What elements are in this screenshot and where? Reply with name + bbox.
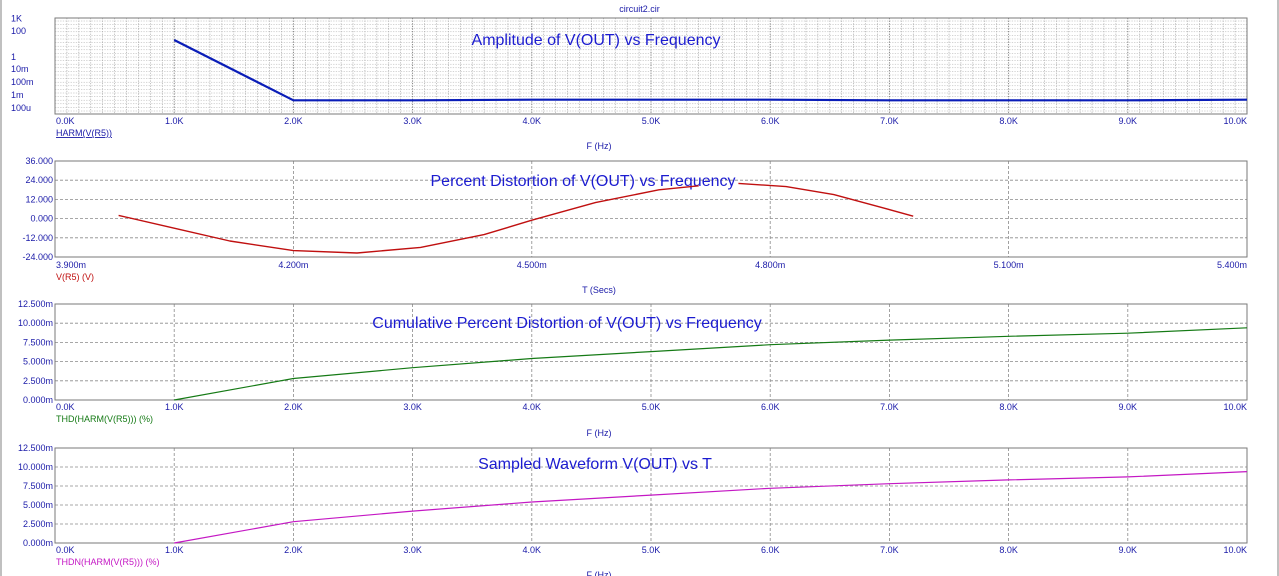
plot-grid	[55, 161, 1247, 257]
legend-label[interactable]: THD(HARM(V(R5))) (%)	[56, 414, 153, 424]
y-tick-label: -12.000	[22, 233, 53, 243]
y-tick-label: 1m	[11, 90, 24, 100]
x-tick-label: 7.0K	[880, 545, 899, 555]
x-axis-label: F (Hz)	[587, 141, 612, 151]
y-tick-label: 10.000m	[18, 318, 53, 328]
y-tick-label: 7.500m	[23, 481, 53, 491]
y-tick-label: 5.000m	[23, 357, 53, 367]
y-tick-label: 12.000	[25, 194, 53, 204]
x-tick-label: 2.0K	[284, 545, 303, 555]
plot-panel-1[interactable]: Amplitude of V(OUT) vs Frequency 0.0K 1.0K…	[11, 14, 1248, 152]
series-line[interactable]	[118, 185, 699, 254]
plot-frame	[54, 160, 1248, 258]
x-tick-label: 4.0K	[523, 545, 542, 555]
y-tick-label: 100	[11, 26, 26, 36]
y-tick-label: 10m	[11, 64, 29, 74]
x-tick-label: 4.200m	[278, 260, 308, 270]
x-tick-label: 10.0K	[1223, 116, 1247, 126]
x-axis-label: T (Secs)	[582, 285, 616, 295]
window-left-border	[0, 0, 2, 576]
plot-panel-3[interactable]: Cumulative Percent Distortion of V(OUT) …	[18, 299, 1248, 438]
plot-title: Sampled Waveform V(OUT) vs T	[478, 456, 712, 473]
x-tick-label: 1.0K	[165, 116, 184, 126]
plot-frame	[54, 303, 1248, 401]
x-tick-label: 5.0K	[642, 545, 661, 555]
x-tick-label: 6.0K	[761, 545, 780, 555]
x-tick-label: 3.0K	[403, 545, 422, 555]
x-tick-label: 7.0K	[880, 402, 899, 412]
y-tick-label: 2.500m	[23, 519, 53, 529]
x-tick-label: 9.0K	[1119, 545, 1138, 555]
y-tick-label: -24.000	[22, 252, 53, 262]
legend-label[interactable]: V(R5) (V)	[56, 272, 94, 282]
x-tick-label: 3.900m	[56, 260, 86, 270]
x-tick-label: 7.0K	[880, 116, 899, 126]
y-tick-label: 0.000m	[23, 395, 53, 405]
legend-label[interactable]: HARM(V(R5))	[56, 128, 112, 138]
plot-frame	[54, 447, 1248, 544]
plot-grid	[55, 18, 1247, 114]
x-tick-label: 9.0K	[1119, 402, 1138, 412]
window-title: circuit2.cir	[619, 4, 660, 14]
y-tick-label: 1	[11, 52, 16, 62]
y-tick-label: 12.500m	[18, 299, 53, 309]
y-tick-label: 12.500m	[18, 443, 53, 453]
plot-title: Cumulative Percent Distortion of V(OUT) …	[372, 315, 761, 332]
x-axis-label: F (Hz)	[587, 428, 612, 438]
x-tick-label: 4.0K	[523, 402, 542, 412]
y-tick-label: 36.000	[25, 156, 53, 166]
y-tick-label: 24.000	[25, 175, 53, 185]
plot-title: Percent Distortion of V(OUT) vs Frequenc…	[431, 173, 736, 190]
x-tick-label: 1.0K	[165, 402, 184, 412]
x-tick-label: 5.0K	[642, 116, 661, 126]
x-tick-label: 5.100m	[994, 260, 1024, 270]
x-tick-label: 6.0K	[761, 402, 780, 412]
plot-frame	[54, 17, 1248, 115]
y-tick-label: 2.500m	[23, 376, 53, 386]
series-line[interactable]	[738, 182, 914, 217]
x-tick-label: 3.0K	[403, 116, 422, 126]
series-line[interactable]	[173, 39, 1248, 102]
y-tick-label: 0.000	[30, 214, 53, 224]
y-tick-label: 1K	[11, 14, 22, 24]
x-tick-label: 8.0K	[999, 545, 1018, 555]
x-tick-label: 4.500m	[517, 260, 547, 270]
y-tick-label: 10.000m	[18, 462, 53, 472]
x-tick-label: 1.0K	[165, 545, 184, 555]
x-tick-label: 6.0K	[761, 116, 780, 126]
x-tick-label: 9.0K	[1119, 116, 1138, 126]
plot-panel-2[interactable]: Percent Distortion of V(OUT) vs Frequenc…	[22, 156, 1248, 295]
y-tick-label: 5.000m	[23, 500, 53, 510]
y-tick-label: 100u	[11, 103, 31, 113]
plot-grid	[55, 448, 1247, 543]
x-axis-label: F (Hz)	[587, 570, 612, 576]
window-right-border	[1277, 0, 1279, 576]
x-tick-label: 5.0K	[642, 402, 661, 412]
x-tick-label: 8.0K	[999, 116, 1018, 126]
x-tick-label: 5.400m	[1217, 260, 1247, 270]
series-line[interactable]	[174, 327, 1248, 401]
y-tick-label: 7.500m	[23, 337, 53, 347]
x-tick-label: 0.0K	[56, 545, 75, 555]
x-tick-label: 4.800m	[755, 260, 785, 270]
x-tick-label: 8.0K	[999, 402, 1018, 412]
x-tick-label: 4.0K	[523, 116, 542, 126]
x-tick-label: 10.0K	[1223, 545, 1247, 555]
plot-panel-4[interactable]: Sampled Waveform V(OUT) vs T 0.0K 1.0K 2.0K…	[18, 443, 1248, 576]
plot-title: Amplitude of V(OUT) vs Frequency	[472, 32, 721, 49]
y-tick-label: 0.000m	[23, 538, 53, 548]
series-line[interactable]	[174, 471, 1248, 544]
x-tick-label: 10.0K	[1223, 402, 1247, 412]
y-tick-label: 100m	[11, 77, 34, 87]
x-tick-label: 2.0K	[284, 116, 303, 126]
legend-label[interactable]: THDN(HARM(V(R5))) (%)	[56, 557, 159, 567]
x-tick-label: 2.0K	[284, 402, 303, 412]
plot-grid	[55, 304, 1247, 400]
x-tick-label: 3.0K	[403, 402, 422, 412]
x-tick-label: 0.0K	[56, 402, 75, 412]
x-tick-label: 0.0K	[56, 116, 75, 126]
